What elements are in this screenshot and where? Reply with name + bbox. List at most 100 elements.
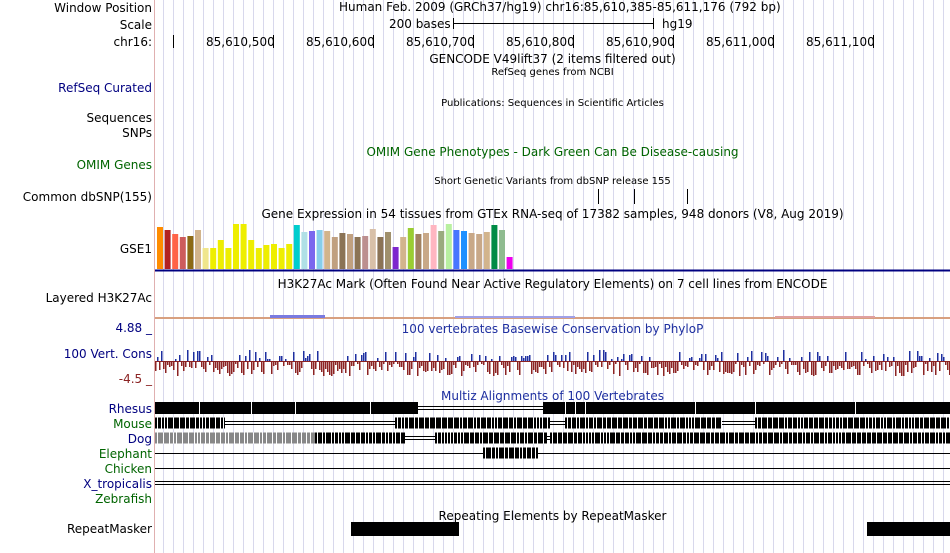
repeatmasker-elements[interactable] [351, 522, 950, 536]
phylop-bar [649, 357, 651, 361]
phylop-bar [433, 362, 435, 368]
phylop-bar [559, 362, 561, 367]
gtex-tissue-bar [506, 257, 513, 269]
phylop-bar [601, 362, 603, 367]
phylop-bar [687, 362, 689, 367]
phylop-bar [807, 362, 809, 372]
phylop-bar [815, 362, 817, 375]
phylop-bar [487, 362, 489, 372]
phylop-bar [795, 362, 797, 365]
phylop-bar [375, 362, 377, 371]
phylop-bar [653, 362, 655, 368]
dbsnp-variant-ticks[interactable] [598, 189, 688, 204]
phylop-bar [365, 352, 367, 361]
omim-track-label[interactable]: OMIM Genes [76, 158, 152, 172]
phylop-bar [385, 352, 387, 361]
h3k27ac-track-label[interactable]: Layered H3K27Ac [45, 291, 152, 305]
phylop-bar [463, 362, 465, 371]
phylop-bar [415, 352, 417, 361]
phylop-bar [689, 358, 691, 361]
phylop-bar [537, 362, 539, 373]
phylop-bar [597, 362, 599, 367]
phylop-bar [837, 362, 839, 369]
species-label-x-tropicalis[interactable]: X_tropicalis [83, 477, 152, 491]
phylop-bar [777, 357, 779, 361]
phylop-bar [641, 356, 643, 361]
phylop-bar [859, 362, 861, 375]
gtex-tissue-bar [392, 247, 399, 269]
phylop-track-label[interactable]: 100 Vert. Cons [63, 347, 152, 361]
phylop-bar [397, 362, 399, 364]
sequences-track-label[interactable]: Sequences [86, 111, 152, 125]
phylop-bar [771, 362, 773, 370]
phylop-bar [471, 354, 473, 361]
phylop-bar [599, 350, 601, 361]
phylop-bar [861, 352, 863, 361]
phylop-bar [865, 359, 867, 361]
species-label-mouse[interactable]: Mouse [113, 417, 152, 431]
phylop-bar [923, 362, 925, 375]
phylop-bar [421, 362, 423, 366]
phylop-bar [287, 362, 289, 365]
gtex-expression-bars[interactable] [157, 224, 513, 269]
phylop-bar [783, 350, 785, 361]
refseq-track-label[interactable]: RefSeq Curated [58, 81, 152, 95]
phylop-bar [431, 362, 433, 371]
phylop-bar [609, 362, 611, 365]
phylop-bar [915, 362, 917, 367]
phylop-bar [769, 362, 771, 375]
phylop-bar [529, 355, 531, 361]
phylop-bar [849, 362, 851, 369]
snps-track-label[interactable]: SNPs [122, 126, 152, 140]
species-label-elephant[interactable]: Elephant [98, 447, 152, 461]
phylop-bar [315, 362, 317, 369]
phylop-bar [201, 362, 203, 367]
gencode-track-title[interactable]: GENCODE V49lift37 (2 items filtered out) [429, 52, 676, 66]
species-label-dog[interactable]: Dog [127, 432, 152, 446]
gtex-tissue-bar [369, 229, 376, 269]
phylop-bar [803, 362, 805, 369]
phylop-bar [489, 362, 491, 374]
track-graphics[interactable] [155, 0, 950, 553]
phylop-bar [695, 362, 697, 365]
phylop-bar [629, 355, 631, 361]
phylop-bar [889, 362, 891, 367]
phylop-bar [357, 362, 359, 364]
phylop-bar [805, 362, 807, 373]
phylop-bar [469, 362, 471, 368]
species-label-rhesus[interactable]: Rhesus [108, 402, 152, 416]
phylop-bar [845, 352, 847, 361]
phylop-bar [663, 362, 665, 376]
phylop-bar [467, 362, 469, 366]
phylop-bar [605, 352, 607, 361]
phylop-bar [283, 362, 285, 366]
gtex-track-label[interactable]: GSE1 [119, 242, 152, 256]
species-label-zebrafish[interactable]: Zebrafish [95, 492, 152, 506]
species-label-chicken[interactable]: Chicken [104, 462, 152, 476]
phylop-bar [221, 362, 223, 369]
phylop-bar [623, 354, 625, 361]
multiz-alignment-rows[interactable] [155, 402, 950, 485]
phylop-bar [595, 362, 597, 365]
dbsnp-track-label[interactable]: Common dbSNP(155) [22, 190, 152, 204]
repeatmasker-track-label[interactable]: RepeatMasker [66, 522, 152, 536]
omim-track-title: OMIM Gene Phenotypes - Dark Green Can Be… [366, 145, 739, 159]
phylop-bar [709, 362, 711, 370]
phylop-bar [213, 362, 215, 372]
phylop-bar [295, 362, 297, 373]
phylop-conservation-bars[interactable] [155, 350, 950, 376]
phylop-bar [749, 362, 751, 366]
phylop-bar [731, 362, 733, 374]
phylop-bar [477, 362, 479, 365]
phylop-bar [387, 362, 389, 371]
phylop-bar [901, 362, 903, 376]
phylop-bar [573, 362, 575, 365]
phylop-bar [899, 362, 901, 373]
phylop-bar [517, 362, 519, 370]
phylop-bar [651, 362, 653, 368]
gtex-tissue-bar [271, 244, 277, 269]
phylop-bar [841, 362, 843, 368]
phylop-bar [173, 362, 175, 370]
gtex-tissue-bar [179, 237, 186, 269]
phylop-bar [541, 362, 543, 367]
